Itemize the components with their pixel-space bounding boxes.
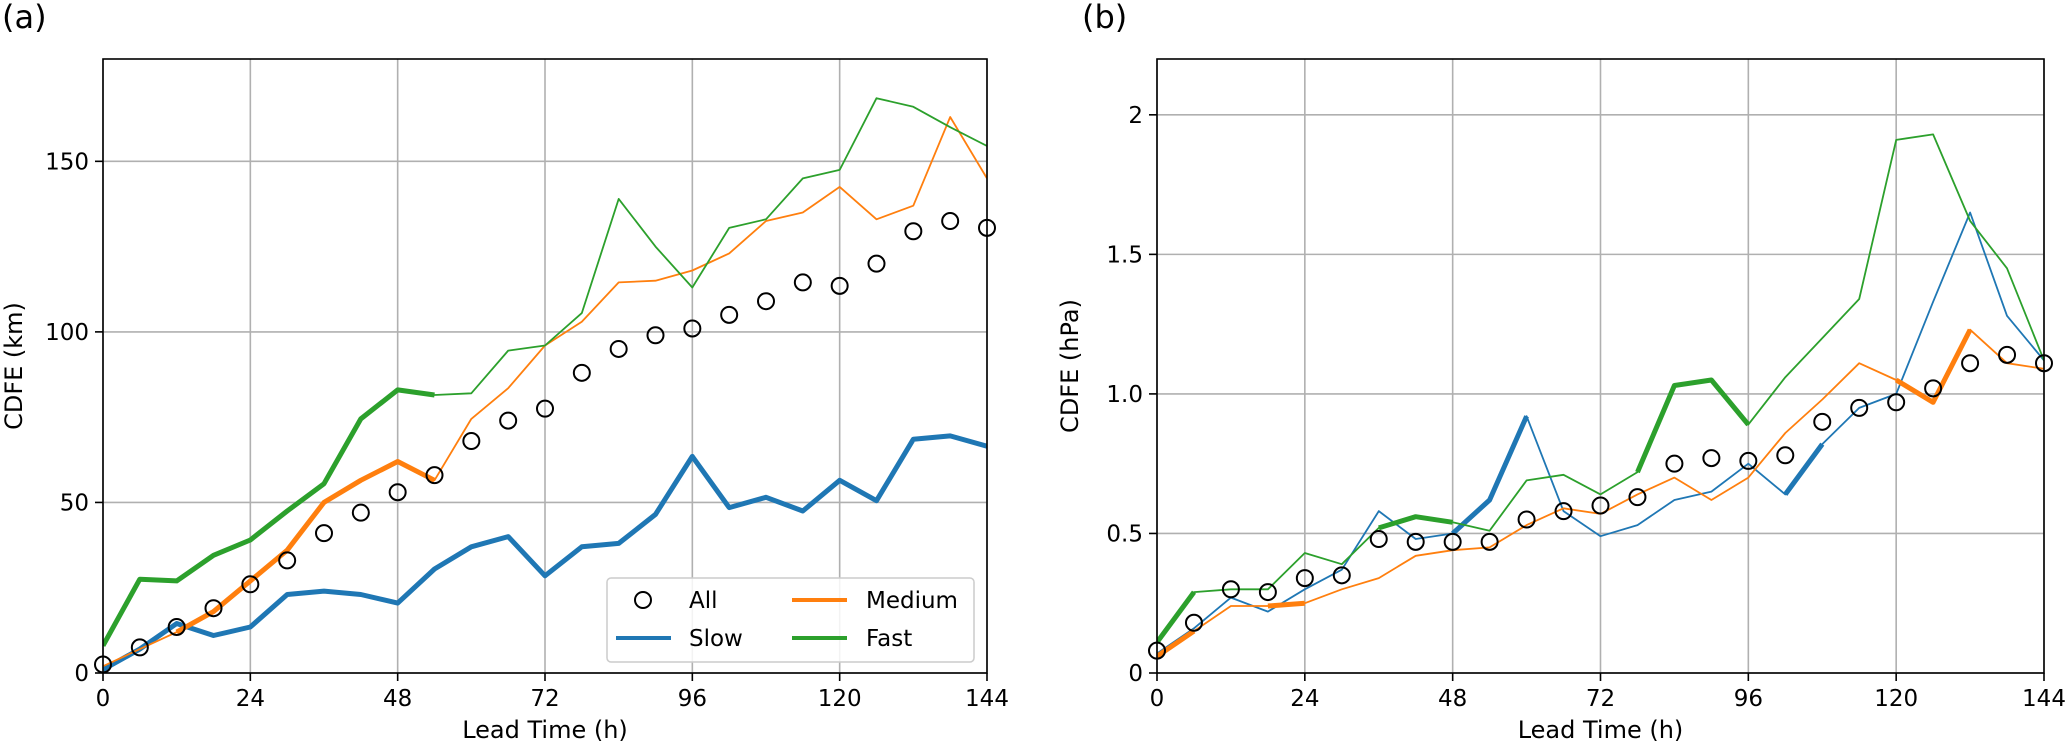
x-tick-label: 72 <box>530 686 559 712</box>
y-tick-label: 1.0 <box>1106 382 1143 408</box>
point-all <box>1591 496 1610 515</box>
x-tick-label: 0 <box>1150 686 1165 712</box>
series-bold-slow <box>1451 415 1529 536</box>
x-tick-label: 48 <box>383 686 412 712</box>
series-bold-medium <box>1157 629 1196 659</box>
point-all <box>278 551 297 570</box>
point-all <box>1998 345 2017 364</box>
legend-label-slow: Slow <box>689 626 743 652</box>
point-all <box>720 305 739 324</box>
legend-box <box>606 577 975 663</box>
point-all <box>315 524 333 543</box>
x-tick-label: 0 <box>96 686 111 712</box>
point-all <box>1813 412 1832 431</box>
x-axis-label: Lead Time (h) <box>1518 716 1684 744</box>
point-all <box>1480 532 1499 551</box>
point-all <box>1739 451 1758 470</box>
legend-label-fast: Fast <box>866 626 912 652</box>
x-tick-label: 24 <box>236 686 265 712</box>
point-all <box>536 399 554 418</box>
x-tick-label: 144 <box>2022 686 2066 712</box>
point-all <box>1702 449 1721 468</box>
x-tick-label: 144 <box>965 686 1009 712</box>
point-all <box>1443 532 1462 551</box>
point-all <box>1332 566 1351 585</box>
series-bold-fast <box>103 387 435 647</box>
point-all <box>388 483 407 502</box>
y-tick-label: 150 <box>45 149 89 175</box>
y-tick-label: 0 <box>1128 661 1143 687</box>
point-all <box>1258 583 1277 602</box>
point-all <box>646 326 665 345</box>
point-all <box>572 363 591 382</box>
point-all <box>830 276 849 295</box>
y-tick-label: 0.5 <box>1106 521 1143 547</box>
point-all <box>241 575 260 594</box>
point-all <box>130 638 149 657</box>
point-all <box>1554 502 1573 521</box>
point-all <box>1295 569 1314 588</box>
point-all <box>1924 379 1943 398</box>
point-all <box>1184 613 1203 632</box>
series-bold-slow <box>103 433 987 672</box>
y-tick-label: 100 <box>45 320 89 346</box>
point-all <box>904 222 923 241</box>
x-tick-label: 120 <box>1874 686 1918 712</box>
series-bold-slow <box>1783 442 1825 496</box>
point-all <box>499 411 518 430</box>
x-tick-label: 24 <box>1290 686 1319 712</box>
panel-label: (b) <box>1082 0 1127 36</box>
legend: All Medium Slow Fast <box>606 577 975 663</box>
point-all <box>1887 393 1906 412</box>
point-all <box>1406 532 1425 551</box>
series-bold-medium <box>1894 328 1973 405</box>
point-all <box>609 339 628 358</box>
series-line-fast <box>1157 133 2044 643</box>
x-tick-label: 72 <box>1586 686 1615 712</box>
point-all <box>941 212 960 231</box>
series-bold-fast <box>1635 377 1751 474</box>
series-bold-fast <box>1378 514 1454 531</box>
legend-label-all: All <box>689 588 718 614</box>
series-bold-fast <box>1157 590 1197 644</box>
point-all <box>462 432 481 451</box>
series-bold-medium <box>175 459 436 635</box>
point-all <box>167 617 186 636</box>
point-all <box>204 599 223 618</box>
point-all <box>793 273 812 292</box>
x-axis-label: Lead Time (h) <box>462 716 628 744</box>
point-all <box>1221 580 1240 599</box>
point-all <box>1369 530 1388 549</box>
x-tick-label: 96 <box>1734 686 1763 712</box>
point-all <box>1961 354 1980 373</box>
point-all <box>1776 446 1795 465</box>
series-bold-medium <box>1267 600 1305 609</box>
y-tick-label: 0 <box>74 661 89 687</box>
x-tick-label: 48 <box>1438 686 1467 712</box>
y-axis-label: CDFE (hPa) <box>1056 299 1084 433</box>
point-all <box>1628 488 1647 507</box>
point-all <box>867 254 886 273</box>
point-all <box>757 292 775 311</box>
legend-label-medium: Medium <box>866 588 958 614</box>
point-all <box>1517 510 1536 529</box>
legend-marker-all <box>634 591 652 609</box>
point-all <box>1850 398 1869 417</box>
point-all <box>351 503 370 522</box>
y-tick-label: 50 <box>60 490 89 516</box>
panel-a: 0 24 48 72 96 120 144 0 50 100 150 (a) Lead Time … <box>0 0 1009 744</box>
y-tick-label: 1.5 <box>1106 242 1143 268</box>
x-tick-label: 96 <box>678 686 707 712</box>
x-tick-label: 120 <box>818 686 862 712</box>
y-axis-label: CDFE (km) <box>0 302 28 430</box>
panel-label: (a) <box>2 0 47 36</box>
y-tick-label: 2 <box>1128 103 1143 129</box>
panel-b: 0 24 48 72 96 120 144 0 0.5 1.0 1.5 2 (b) Lead Tim… <box>1056 0 2066 744</box>
point-all <box>1665 454 1684 473</box>
point-all <box>683 319 702 338</box>
point-all <box>425 466 444 485</box>
